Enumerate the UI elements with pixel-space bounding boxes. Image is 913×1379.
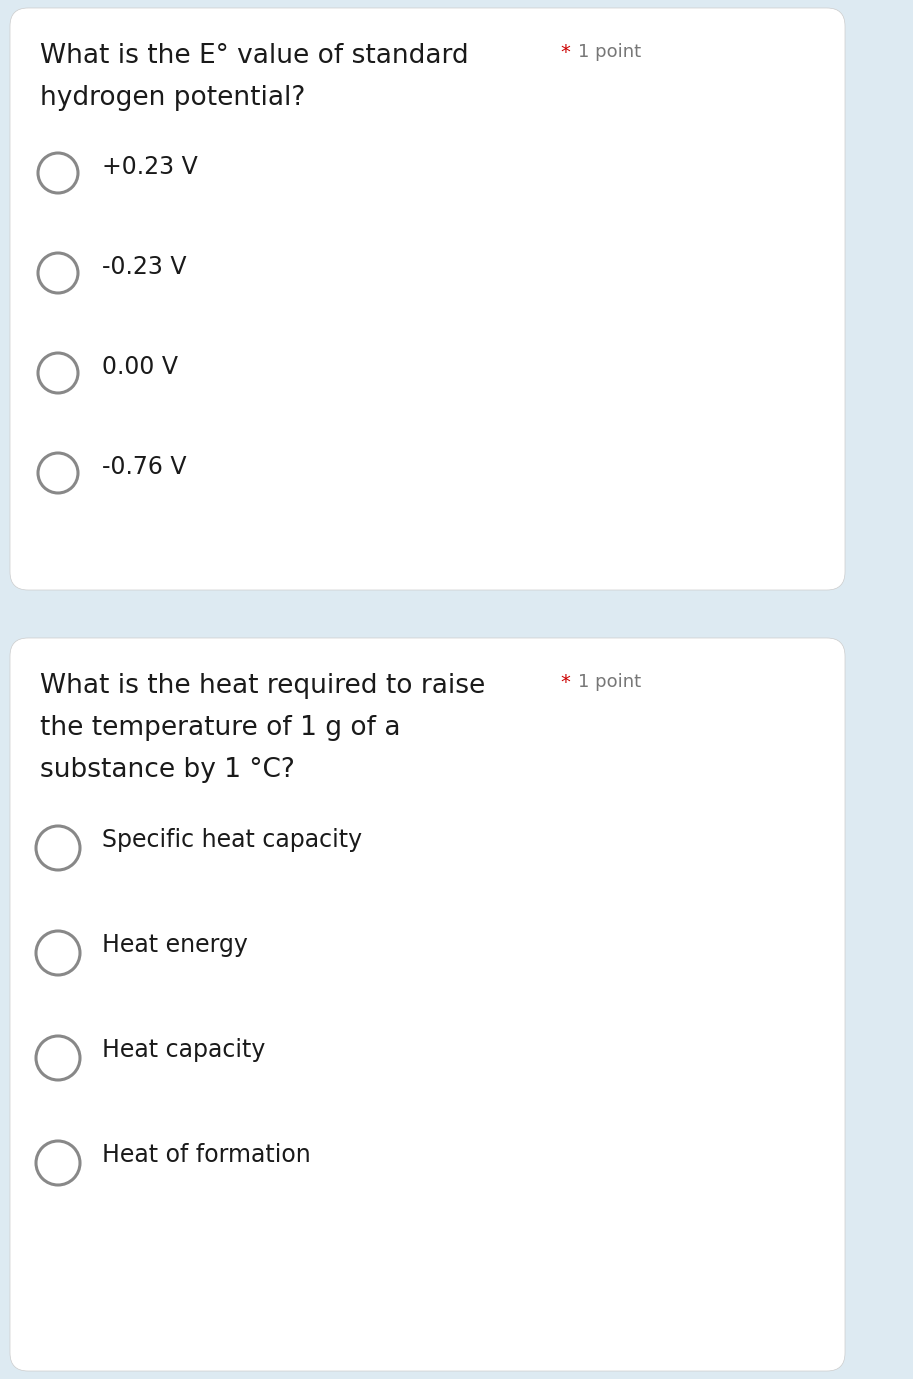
Text: *: * <box>560 673 570 692</box>
Text: Heat energy: Heat energy <box>102 934 247 957</box>
Text: *: * <box>560 43 570 62</box>
Text: -0.23 V: -0.23 V <box>102 255 186 279</box>
Text: +0.23 V: +0.23 V <box>102 154 198 179</box>
FancyBboxPatch shape <box>10 638 845 1371</box>
Text: hydrogen potential?: hydrogen potential? <box>40 85 305 110</box>
Text: substance by 1 °C?: substance by 1 °C? <box>40 757 295 783</box>
Text: What is the heat required to raise: What is the heat required to raise <box>40 673 485 699</box>
Text: 1 point: 1 point <box>578 43 641 61</box>
Text: Heat capacity: Heat capacity <box>102 1038 266 1062</box>
Text: -0.76 V: -0.76 V <box>102 455 186 479</box>
Text: Heat of formation: Heat of formation <box>102 1143 310 1167</box>
Text: 1 point: 1 point <box>578 673 641 691</box>
FancyBboxPatch shape <box>855 0 913 1379</box>
FancyBboxPatch shape <box>10 8 845 590</box>
Text: What is the E° value of standard: What is the E° value of standard <box>40 43 468 69</box>
Text: Specific heat capacity: Specific heat capacity <box>102 827 362 852</box>
Text: the temperature of 1 g of a: the temperature of 1 g of a <box>40 714 401 741</box>
Text: 0.00 V: 0.00 V <box>102 354 178 379</box>
